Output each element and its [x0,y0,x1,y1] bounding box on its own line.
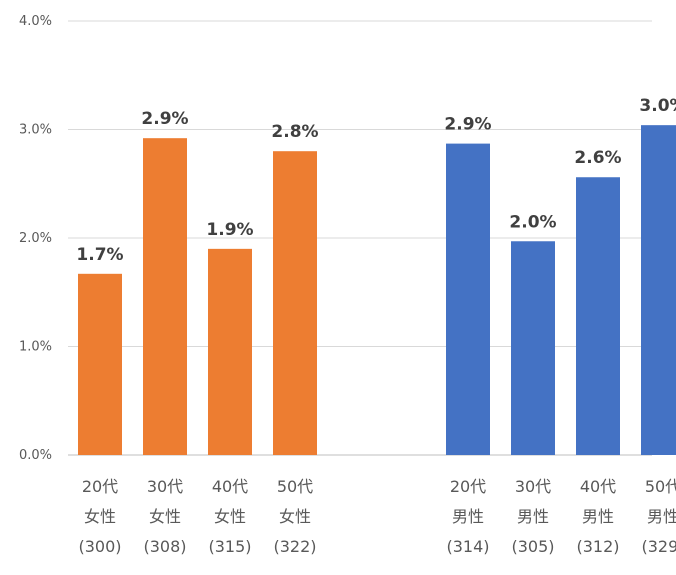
category-label: 男性 [647,507,676,526]
category-label: 40代 [580,477,616,496]
category-label: (314) [446,537,489,556]
category-label: (308) [143,537,186,556]
data-label: 2.9% [444,115,491,135]
data-labels: 1.7% 2.9% 1.9% 2.8% 2.9% 2.0% 2.6% 3.0% [76,96,676,265]
category-label: 20代 [450,477,486,496]
bar [273,151,317,455]
category-label: 男性 [517,507,549,526]
y-tick-label: 1.0% [19,340,52,355]
data-label: 3.0% [639,96,676,116]
y-tick-label: 4.0% [19,14,52,29]
category-label: (305) [511,537,554,556]
category-label: 40代 [212,477,248,496]
bar [143,138,187,455]
category-label: 30代 [147,477,183,496]
category-label: (329) [641,537,676,556]
category-label: (312) [576,537,619,556]
y-tick-label: 2.0% [19,231,52,246]
category-label: 20代 [82,477,118,496]
category-label: 男性 [452,507,484,526]
category-label: 女性 [149,507,181,526]
category-label: 男性 [582,507,614,526]
bar [208,248,252,455]
category-label: (322) [273,537,316,556]
data-label: 1.9% [206,220,253,240]
data-label: 1.7% [76,245,123,265]
category-label: 女性 [279,507,311,526]
category-label: (300) [78,537,121,556]
bar [78,273,122,455]
y-tick-label: 3.0% [19,123,52,138]
bar [641,125,676,455]
data-label: 2.8% [271,122,318,142]
y-tick-label: 0.0% [19,448,52,463]
data-label: 2.6% [574,148,621,168]
bar [446,143,490,456]
category-label: 50代 [277,477,313,496]
category-label: (315) [208,537,251,556]
y-axis-ticks: 0.0% 1.0% 2.0% 3.0% 4.0% [19,14,52,463]
bar [511,241,555,455]
data-label: 2.0% [509,212,556,232]
bars [78,125,676,456]
category-label: 30代 [515,477,551,496]
category-label: 50代 [645,477,676,496]
bar [576,177,620,456]
category-label: 女性 [84,507,116,526]
category-label: 女性 [214,507,246,526]
data-label: 2.9% [141,109,188,129]
